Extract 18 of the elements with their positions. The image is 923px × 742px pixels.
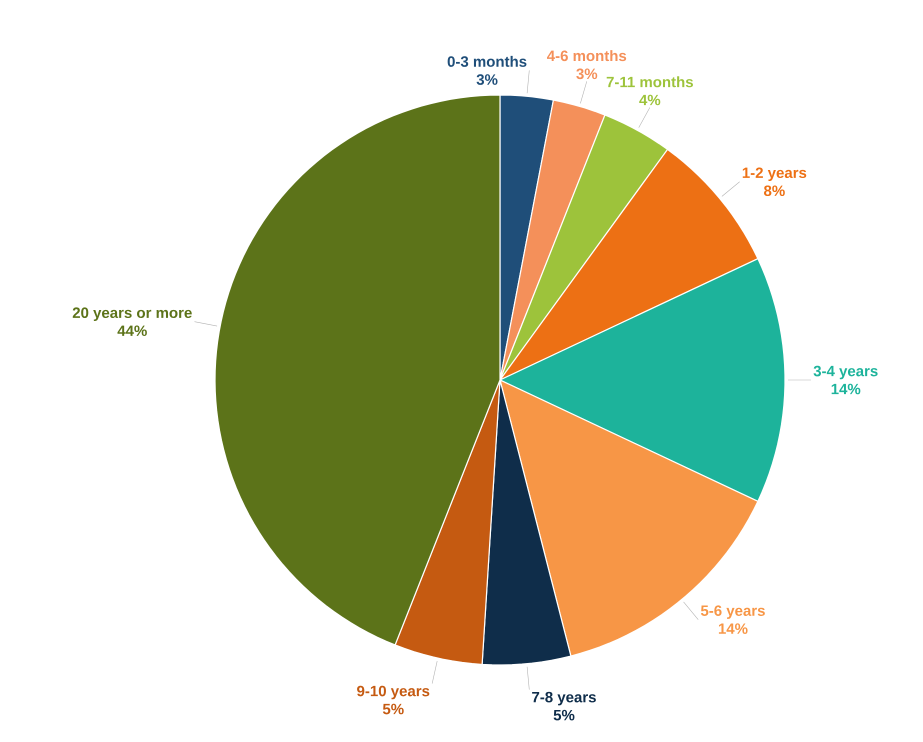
data-label: 5% bbox=[382, 704, 404, 714]
slice-label: 4-6 months bbox=[546, 50, 626, 62]
data-label: 3% bbox=[476, 74, 498, 85]
data-label: 14% bbox=[718, 623, 748, 634]
data-label: 14% bbox=[832, 384, 860, 394]
slice-label: 20 years or more bbox=[72, 307, 192, 321]
slice-label: 5-6 years bbox=[700, 605, 765, 619]
slice-label: 7-11 months bbox=[606, 76, 693, 88]
slice-label: 9-10 years bbox=[357, 686, 430, 700]
slice-label: 1-2 years bbox=[742, 167, 806, 182]
slice-label: 0-3 months bbox=[448, 56, 526, 67]
data-label: 44% bbox=[117, 325, 147, 336]
data-label: 4% bbox=[639, 94, 660, 106]
data-label: 5% bbox=[554, 710, 574, 720]
data-label: 8% bbox=[764, 185, 785, 196]
slice-label: 3-4 years bbox=[814, 366, 878, 380]
data-label: 3% bbox=[576, 68, 598, 80]
slice-label: 7-8 years bbox=[532, 692, 596, 706]
